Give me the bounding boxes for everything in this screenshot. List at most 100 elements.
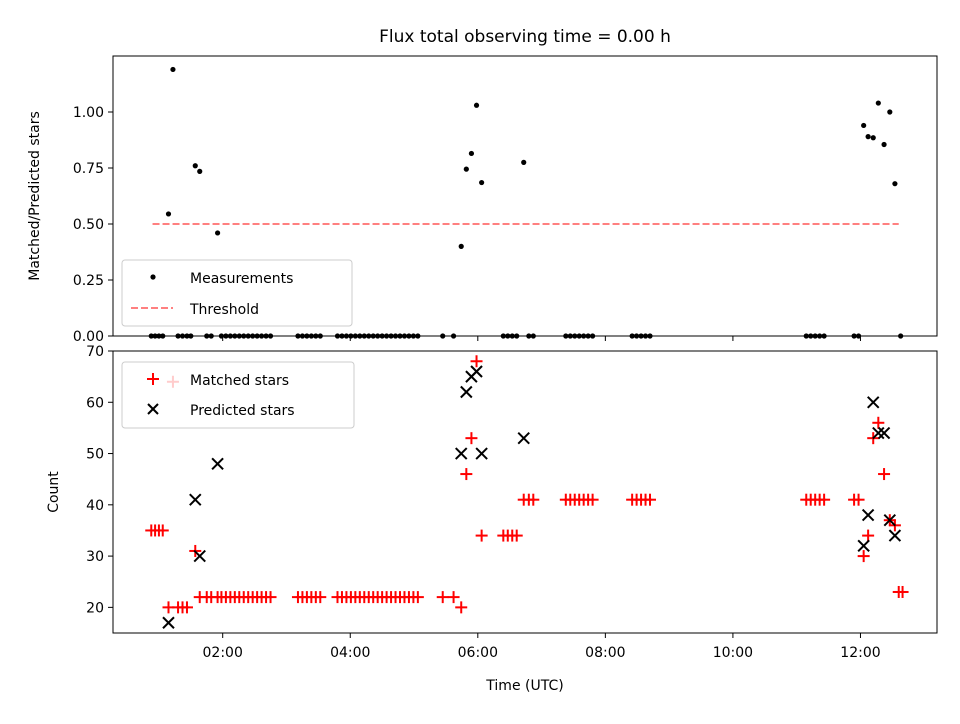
matched-star-point (180, 601, 193, 614)
matched-star-point (857, 550, 870, 563)
matched-star-point (264, 591, 277, 604)
flux-ratio-panel: Flux total observing time = 0.00 h Match… (27, 27, 938, 345)
matched-star-point (156, 524, 169, 537)
measurement-point (192, 163, 198, 169)
measurement-point (473, 102, 480, 108)
predicted-star-point (517, 431, 530, 445)
matched-star-point (644, 493, 657, 506)
matched-star-point (510, 529, 523, 542)
measurement-point (875, 100, 881, 106)
measurement-point (214, 230, 221, 236)
predicted-star-point (211, 457, 224, 471)
star-count-panel: Count Time (UTC) 20 30 40 50 60 70 02:00 04:00… (46, 344, 938, 694)
measurement-point (887, 109, 893, 115)
predicted-star-point (470, 365, 483, 378)
top-legend-box (121, 259, 353, 327)
legend-predicted-label: Predicted stars (190, 403, 295, 419)
legend-matched-label: Matched stars (190, 373, 289, 389)
matched-star-point (460, 468, 473, 481)
predicted-star-point (460, 385, 473, 399)
matched-star-point (527, 493, 540, 506)
matched-star-point (455, 601, 468, 614)
count-points (145, 355, 909, 629)
predicted-star-point (877, 426, 891, 440)
measurement-point (165, 211, 172, 217)
predicted-star-point (872, 426, 885, 440)
measurement-points (148, 66, 904, 339)
legend-predicted-marker (147, 403, 159, 415)
bottom-y-axis-label: Count (46, 471, 62, 513)
predicted-star-point (189, 493, 202, 506)
measurement-point (458, 243, 464, 249)
matched-star-point (465, 432, 478, 445)
bottom-legend: Matched stars Predicted stars (121, 361, 355, 429)
x-tick-label: 10:00 (713, 645, 753, 661)
predicted-star-point (867, 396, 880, 409)
chart-title: Flux total observing time = 0.00 h (379, 27, 671, 47)
legend-matched-marker (147, 373, 159, 385)
matched-star-point (470, 355, 483, 368)
matched-star-point (314, 591, 327, 604)
top-plot-frame (112, 55, 938, 337)
bottom-x-axis: 02:00 04:00 06:00 08:00 10:00 12:00 (203, 633, 881, 661)
measurement-point (861, 122, 867, 129)
bottom-y-tick-label: 30 (86, 549, 104, 565)
bottom-y-tick-label: 40 (86, 498, 104, 514)
bottom-y-tick-label: 70 (86, 344, 104, 360)
measurement-point (865, 134, 871, 140)
matched-star-point (586, 493, 599, 506)
measurement-point (463, 166, 469, 172)
predicted-star-point (193, 549, 206, 563)
top-y-axis-label: Matched/Predicted stars (27, 111, 43, 281)
x-tick-label: 02:00 (203, 645, 243, 661)
measurement-point (468, 150, 475, 157)
x-tick-label: 08:00 (585, 645, 625, 661)
matched-star-point (411, 591, 424, 604)
measurement-point (479, 179, 485, 186)
x-tick-label: 04:00 (330, 645, 370, 661)
bottom-y-tick-label: 50 (86, 447, 104, 463)
predicted-star-point (883, 513, 897, 527)
x-tick-label: 12:00 (840, 645, 880, 661)
x-axis-label: Time (UTC) (485, 678, 563, 694)
legend-threshold-label: Threshold (189, 302, 259, 318)
matched-star-point (878, 468, 891, 481)
bottom-plot-frame (112, 350, 938, 634)
matched-star-point (872, 416, 885, 429)
top-y-tick-label: 0.50 (73, 217, 104, 233)
measurement-point (892, 181, 898, 187)
top-y-tick-label: 0.00 (73, 329, 104, 345)
matched-star-point (896, 585, 909, 598)
matched-star-point (862, 529, 875, 542)
predicted-star-point (888, 529, 902, 542)
predicted-star-point (162, 616, 175, 629)
top-y-tick-label: 1.00 (73, 105, 104, 121)
measurement-point (170, 66, 176, 73)
bottom-y-axis: 20 30 40 50 60 70 (86, 344, 113, 616)
bottom-legend-box (121, 361, 355, 429)
measurement-point (881, 141, 887, 148)
legend-measurements-label: Measurements (190, 271, 293, 287)
matched-star-point (447, 591, 460, 604)
bottom-y-tick-label: 60 (86, 395, 104, 411)
matched-star-point (436, 591, 449, 604)
top-y-tick-label: 0.75 (73, 161, 104, 177)
x-tick-label: 06:00 (458, 645, 498, 661)
predicted-star-point (455, 447, 468, 460)
top-y-axis: 0.00 0.25 0.50 0.75 1.00 (73, 105, 113, 345)
matched-star-point (475, 529, 488, 542)
predicted-star-point (857, 539, 870, 553)
predicted-star-point (475, 447, 488, 460)
measurement-point (870, 135, 876, 141)
predicted-star-point (861, 508, 875, 522)
top-y-tick-label: 0.25 (73, 273, 104, 289)
matched-star-point (818, 493, 831, 506)
measurement-point (197, 168, 203, 174)
measurement-point (521, 159, 527, 165)
top-legend: Measurements Threshold (121, 259, 353, 327)
matched-star-point (852, 493, 865, 506)
legend-measurements-marker (150, 274, 156, 280)
bottom-y-tick-label: 20 (86, 600, 104, 616)
